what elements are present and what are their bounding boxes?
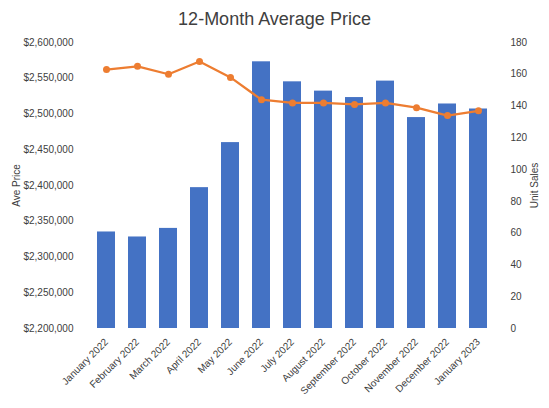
svg-text:20: 20 — [511, 291, 523, 302]
svg-text:Ave Price: Ave Price — [11, 164, 22, 207]
svg-text:$2,500,000: $2,500,000 — [23, 108, 73, 119]
svg-text:November 2022: November 2022 — [362, 336, 420, 394]
svg-text:$2,450,000: $2,450,000 — [23, 144, 73, 155]
svg-text:60: 60 — [511, 227, 523, 238]
svg-text:$2,200,000: $2,200,000 — [23, 323, 73, 334]
svg-text:100: 100 — [511, 164, 528, 175]
svg-text:$2,600,000: $2,600,000 — [23, 37, 73, 48]
svg-text:February 2022: February 2022 — [87, 336, 141, 390]
svg-text:June 2022: June 2022 — [224, 336, 265, 377]
svg-text:120: 120 — [511, 132, 528, 143]
svg-text:140: 140 — [511, 100, 528, 111]
svg-text:March 2022: March 2022 — [127, 336, 172, 381]
svg-text:160: 160 — [511, 68, 528, 79]
svg-text:April 2022: April 2022 — [163, 336, 204, 376]
svg-text:August 2022: August 2022 — [279, 336, 328, 384]
svg-text:December 2022: December 2022 — [393, 336, 451, 394]
svg-text:May 2022: May 2022 — [195, 336, 235, 376]
svg-text:Unit Sales: Unit Sales — [529, 163, 540, 209]
svg-text:January 2022: January 2022 — [59, 336, 111, 387]
svg-text:$2,550,000: $2,550,000 — [23, 72, 73, 83]
svg-text:$2,350,000: $2,350,000 — [23, 215, 73, 226]
svg-text:July 2022: July 2022 — [258, 336, 297, 375]
svg-text:$2,400,000: $2,400,000 — [23, 180, 73, 191]
svg-text:October 2022: October 2022 — [338, 336, 390, 387]
svg-text:40: 40 — [511, 259, 523, 270]
svg-text:180: 180 — [511, 37, 528, 48]
svg-text:January 2023: January 2023 — [432, 336, 483, 387]
svg-text:$2,250,000: $2,250,000 — [23, 287, 73, 298]
svg-text:0: 0 — [511, 323, 517, 334]
svg-text:80: 80 — [511, 196, 523, 207]
html-text:12-Month Average Price: 12-Month Average Price — [178, 9, 371, 29]
svg-text:September 2022: September 2022 — [298, 336, 358, 396]
svg-text:$2,300,000: $2,300,000 — [23, 251, 73, 262]
